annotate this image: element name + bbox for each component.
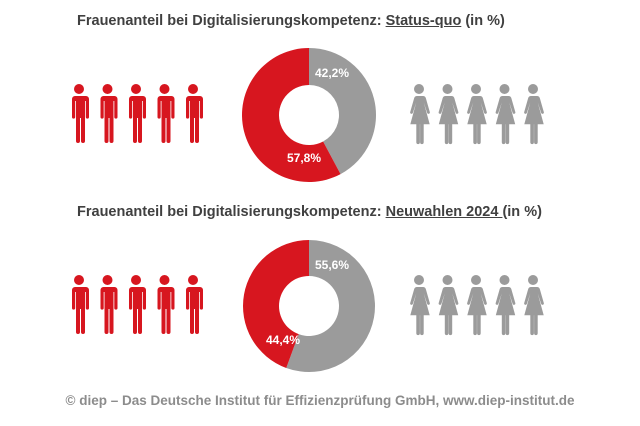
- female-person-icon: [467, 84, 487, 145]
- data-label-frauen: 55,6%: [315, 258, 349, 272]
- data-label-frauen: 42,2%: [315, 66, 349, 80]
- male-person-icon: [72, 275, 89, 334]
- female-person-icon: [524, 84, 544, 145]
- female-person-icon: [438, 275, 459, 336]
- title-emphasis: Status-quo: [385, 13, 462, 29]
- chart-title-neuwahlen: Frauenanteil bei Digitalisierungskompete…: [77, 204, 542, 220]
- female-person-icon: [410, 84, 430, 145]
- male-person-icon: [100, 275, 118, 334]
- male-person-icon: [72, 84, 89, 143]
- chart-title-status-quo: Frauenanteil bei Digitalisierungskompete…: [77, 13, 505, 29]
- male-person-icon: [100, 84, 118, 143]
- male-icons-group: [72, 275, 203, 334]
- data-label-männer: 44,4%: [266, 333, 300, 347]
- title-prefix: Frauenanteil bei Digitalisierungskompete…: [77, 13, 386, 29]
- female-person-icon: [467, 275, 487, 336]
- donut-chart-1: 42,2% 57,8%: [241, 47, 376, 182]
- male-person-icon: [129, 275, 146, 334]
- female-icons-group: [410, 275, 544, 336]
- female-person-icon: [438, 84, 459, 145]
- male-person-icon: [129, 84, 146, 143]
- data-label-männer: 57,8%: [287, 151, 321, 165]
- male-person-icon: [157, 84, 175, 143]
- donut-slice-frauen: [286, 240, 375, 372]
- female-person-icon: [495, 84, 516, 145]
- title-emphasis: Neuwahlen 2024: [385, 204, 503, 220]
- male-person-icon: [186, 275, 203, 334]
- female-person-icon: [495, 275, 516, 336]
- title-suffix: (in %): [461, 13, 505, 29]
- donut-slice-frauen: [309, 48, 376, 175]
- female-person-icon: [410, 275, 430, 336]
- male-person-icon: [157, 275, 175, 334]
- donut-slice-männer: [242, 240, 309, 368]
- female-icons-group: [410, 84, 544, 145]
- donut-chart-2: 55,6% 44,4%: [242, 240, 375, 372]
- female-person-icon: [524, 275, 544, 336]
- title-suffix: (in %): [502, 204, 542, 220]
- male-person-icon: [186, 84, 203, 143]
- footer-credit: © diep – Das Deutsche Institut für Effiz…: [65, 393, 575, 408]
- title-prefix: Frauenanteil bei Digitalisierungskompete…: [77, 204, 386, 220]
- donut-slice-männer: [241, 47, 341, 182]
- male-icons-group: [72, 84, 203, 143]
